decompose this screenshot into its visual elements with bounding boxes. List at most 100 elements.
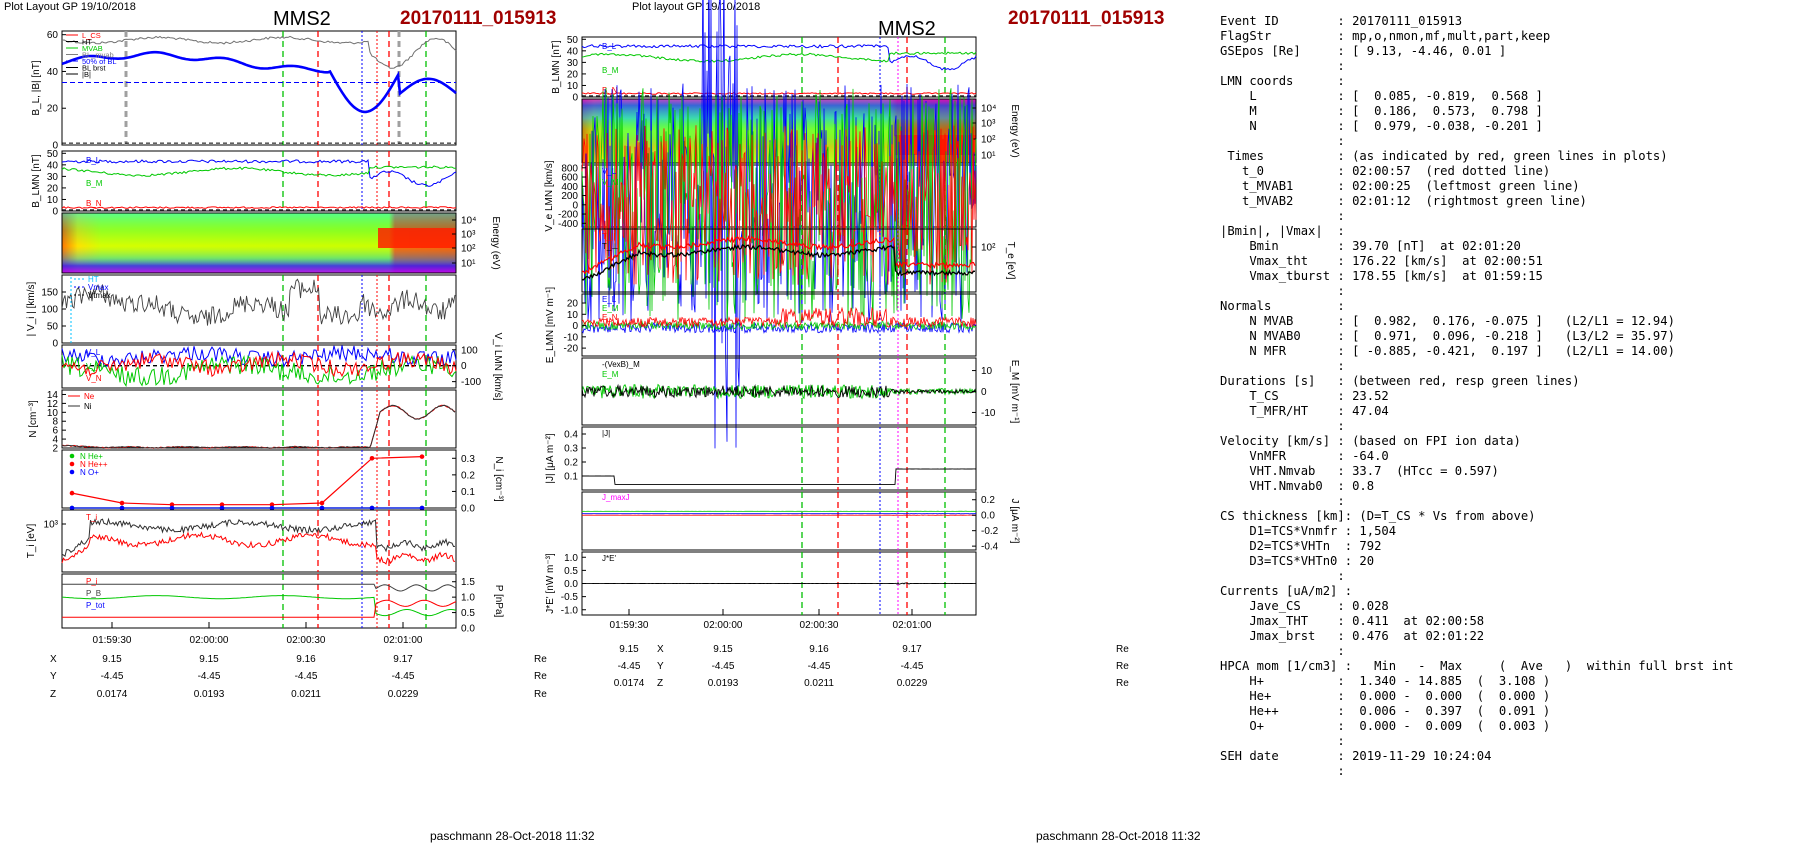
info-line: VHT.Nmvab0 : 0.8	[1220, 479, 1374, 493]
coord-unit: Re	[534, 689, 547, 700]
y-axis-label: Energy (eV)	[490, 216, 501, 269]
y-tick-label: -0.5	[561, 592, 579, 603]
data-point	[420, 454, 425, 459]
info-line: :	[1220, 419, 1345, 433]
series-bl	[582, 45, 976, 70]
y-tick-label: 150	[41, 288, 58, 299]
y-tick-label: -0.4	[981, 542, 999, 553]
y-tick-label: 10⁴	[981, 104, 996, 115]
coord-value: 9.15	[619, 644, 639, 655]
info-line: :	[1220, 764, 1345, 778]
series-j	[582, 469, 976, 485]
y-tick-label: 0.2	[461, 470, 475, 481]
y-axis-label: B_LMN [nT]	[31, 154, 42, 208]
series-label: B_L	[602, 42, 617, 51]
x-tick-label: 02:00:30	[800, 620, 839, 631]
y-tick-label: -100	[461, 377, 481, 388]
info-line: T_MFR/HT : 47.04	[1220, 404, 1389, 418]
y-tick-label: 0	[981, 387, 987, 398]
y-tick-label: 30	[47, 172, 59, 183]
y-tick-label: 10³	[461, 230, 476, 241]
info-line: :	[1220, 359, 1345, 373]
series-label: T_||	[602, 232, 616, 241]
coord-value: 0.0211	[804, 678, 834, 689]
y-tick-label: -10	[564, 332, 579, 343]
info-line: He+ : 0.000 - 0.000 ( 0.000 )	[1220, 689, 1550, 703]
coord-value: 0.0174	[614, 678, 645, 689]
coord-value: -4.45	[295, 671, 318, 682]
y-tick-label: 40	[47, 160, 59, 171]
coord-row-label: Y	[657, 661, 664, 672]
coord-unit: Re	[1116, 661, 1129, 672]
panel-pressure	[62, 574, 456, 628]
y-tick-label: 20	[47, 104, 59, 115]
info-line: t_0 : 02:00:57 (red dotted line)	[1220, 164, 1550, 178]
y-tick-label: 0	[52, 207, 58, 218]
coord-value: 9.16	[296, 654, 316, 665]
series-line	[72, 457, 422, 505]
y-axis-label: T_i [eV]	[26, 524, 37, 559]
info-line: N MVAB : [ 0.982, 0.176, -0.075 ] (L2/L1…	[1220, 314, 1675, 328]
info-line: :	[1220, 644, 1345, 658]
y-tick-label: 0.3	[564, 444, 578, 455]
y-tick-label: 50	[47, 322, 59, 333]
info-line: Jave_CS : 0.028	[1220, 599, 1389, 613]
y-tick-label: 0.0	[461, 504, 475, 515]
y-tick-label: -10	[981, 408, 996, 419]
legend-label: Ne	[84, 392, 95, 401]
info-line: H+ : 1.340 - 14.885 ( 3.108 )	[1220, 674, 1550, 688]
series-label: B_N	[602, 86, 618, 95]
y-tick-label: 10	[567, 310, 579, 321]
y-tick-label: 10¹	[461, 259, 476, 270]
info-line: t_MVAB1 : 02:00:25 (leftmost green line)	[1220, 179, 1580, 193]
series-label: T_⊥	[602, 242, 618, 251]
y-tick-label: 0.2	[981, 495, 995, 506]
y-tick-label: -0.2	[981, 526, 999, 537]
y-tick-label: 10⁴	[461, 216, 476, 227]
info-line: LMN coords :	[1220, 74, 1345, 88]
y-tick-label: 40	[567, 46, 579, 57]
series-label: E_N	[602, 313, 618, 322]
series-label: -(VexB)_M	[602, 360, 640, 369]
info-line: O+ : 0.000 - 0.009 ( 0.003 )	[1220, 719, 1550, 733]
info-line: |Bmin|, |Vmax| :	[1220, 224, 1345, 238]
y-axis-label: V_i LMN [km/s]	[492, 333, 503, 401]
info-line: Vmax_tburst : 178.55 [km/s] at 01:59:15	[1220, 269, 1543, 283]
info-line: D1=TCS*Vnmfr : 1,504	[1220, 524, 1396, 538]
coord-row-label: X	[657, 644, 664, 655]
coord-value: 9.15	[713, 644, 733, 655]
series-label: V_M	[602, 178, 619, 187]
y-axis-label: E_M [mV m⁻¹]	[1009, 360, 1020, 424]
series-label: V_M	[86, 362, 103, 371]
series-label: J*E'	[602, 554, 616, 563]
info-line: :	[1220, 209, 1345, 223]
series-label: B_L	[86, 156, 101, 165]
coord-row-label: X	[50, 654, 57, 665]
x-tick-label: 02:01:00	[893, 620, 932, 631]
coord-value: 0.0174	[97, 689, 128, 700]
x-tick-label: 01:59:30	[610, 620, 649, 631]
legend-label: Ni	[84, 402, 92, 411]
info-line: Currents [uA/m2] :	[1220, 584, 1352, 598]
info-line: Times : (as indicated by red, green line…	[1220, 149, 1668, 163]
x-tick-label: 02:00:00	[704, 620, 743, 631]
y-tick-label: 10	[47, 195, 59, 206]
coord-value: 0.0229	[388, 689, 419, 700]
y-tick-label: 50	[567, 35, 579, 46]
coord-unit: Re	[1116, 678, 1129, 689]
y-tick-label: 1.5	[461, 577, 475, 588]
y-axis-label: N [cm⁻³]	[28, 400, 39, 438]
series-p-i	[62, 600, 456, 617]
info-line: D3=TCS*VHTn0 : 20	[1220, 554, 1374, 568]
info-line: FlagStr : mp,o,nmon,mf,mult,part,keep	[1220, 29, 1550, 43]
x-tick-label: 02:01:00	[384, 635, 423, 646]
series-ne	[62, 405, 455, 448]
y-axis-label: | V_i | [km/s]	[26, 281, 37, 336]
legend-label: N O+	[80, 468, 99, 477]
coord-unit: Re	[534, 654, 547, 665]
panel-b-lmn	[62, 151, 456, 211]
info-line: :	[1220, 59, 1345, 73]
y-tick-label: 100	[41, 305, 58, 316]
